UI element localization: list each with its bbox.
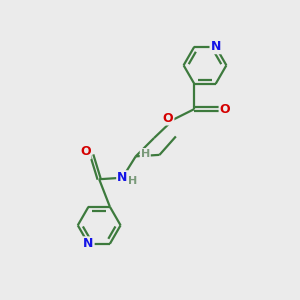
Text: N: N: [211, 40, 221, 53]
Text: H: H: [141, 149, 150, 159]
Text: O: O: [220, 103, 230, 116]
Text: N: N: [83, 237, 94, 250]
Text: H: H: [128, 176, 137, 186]
Text: O: O: [163, 112, 173, 124]
Text: N: N: [117, 171, 128, 184]
Text: O: O: [80, 146, 91, 158]
